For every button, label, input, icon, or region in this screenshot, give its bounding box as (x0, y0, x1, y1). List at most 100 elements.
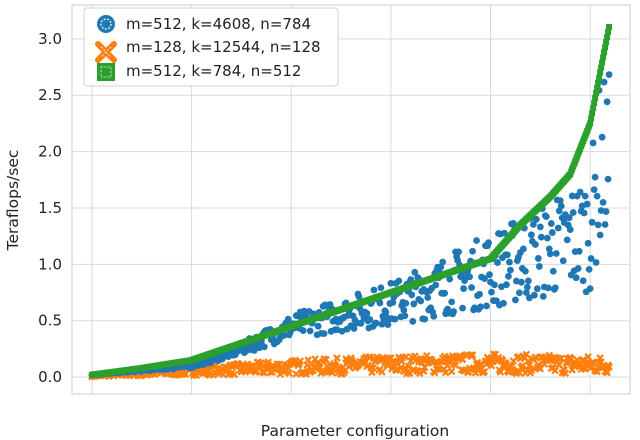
point-series-2 (285, 369, 293, 378)
point-series-2 (378, 368, 386, 376)
point-series-1 (519, 245, 527, 253)
point-series-1 (350, 325, 358, 332)
point-series-1 (592, 259, 600, 266)
point-series-1 (523, 283, 531, 291)
point-series-3 (600, 54, 607, 61)
point-series-1 (407, 276, 415, 283)
point-series-2 (451, 361, 460, 370)
point-series-1 (534, 255, 542, 262)
point-series-1 (468, 284, 475, 291)
point-series-1 (448, 298, 456, 306)
y-tick-label: 0.0 (38, 368, 62, 386)
point-series-1 (432, 281, 440, 289)
point-series-1 (602, 208, 610, 215)
y-tick-label: 1.5 (38, 199, 62, 217)
point-series-1 (551, 284, 559, 292)
legend-label-series-3: m=512, k=784, n=512 (126, 62, 301, 80)
point-series-1 (481, 275, 488, 282)
point-series-1 (548, 229, 556, 236)
point-series-1 (603, 98, 611, 106)
point-series-3 (595, 79, 602, 86)
point-series-1 (512, 296, 519, 304)
point-series-1 (466, 273, 473, 281)
point-series-3 (590, 105, 597, 112)
legend-marker-x-icon (95, 41, 117, 63)
point-series-1 (446, 275, 454, 283)
point-series-1 (395, 277, 403, 285)
point-series-1 (409, 317, 417, 325)
point-series-1 (391, 315, 399, 323)
point-series-1 (522, 289, 530, 296)
point-series-1 (320, 330, 328, 338)
point-series-1 (600, 78, 608, 86)
point-series-1 (521, 267, 529, 275)
point-series-3 (606, 23, 613, 30)
point-series-1 (533, 285, 541, 293)
point-series-1 (372, 319, 380, 327)
point-series-1 (588, 218, 596, 226)
point-series-2 (480, 367, 489, 376)
y-tick-label: 2.5 (38, 86, 62, 104)
point-series-1 (355, 293, 363, 301)
point-series-1 (554, 224, 562, 232)
point-series-2 (415, 369, 424, 378)
point-series-1 (546, 250, 554, 258)
point-series-1 (586, 285, 594, 293)
point-series-1 (549, 267, 557, 275)
point-series-1 (579, 277, 587, 285)
point-series-2 (515, 368, 524, 377)
point-series-1 (536, 223, 544, 231)
point-series-1 (552, 250, 560, 257)
point-series-1 (510, 219, 517, 227)
point-series-1 (507, 266, 514, 274)
point-series-1 (535, 263, 543, 270)
point-series-1 (576, 188, 584, 196)
point-series-1 (572, 274, 580, 282)
point-series-1 (590, 186, 598, 194)
point-series-2 (273, 360, 282, 368)
point-series-2 (561, 369, 570, 377)
point-series-1 (575, 247, 583, 255)
point-series-1 (400, 306, 408, 314)
point-series-1 (559, 257, 567, 265)
point-series-2 (230, 370, 239, 379)
y-axis-title: Teraflops/sec (4, 150, 22, 252)
point-series-1 (488, 288, 495, 296)
point-series-2 (303, 361, 311, 369)
point-series-1 (424, 294, 432, 301)
point-series-2 (296, 357, 304, 365)
point-series-3 (604, 34, 611, 41)
x-axis-title: Parameter configuration (261, 422, 449, 440)
point-series-1 (401, 312, 409, 320)
point-series-2 (603, 368, 611, 377)
point-series-1 (557, 202, 565, 210)
point-series-1 (515, 289, 523, 297)
y-tick-labels: 0.0 0.5 1.0 1.5 2.0 2.5 3.0 (38, 30, 62, 386)
point-series-1 (524, 277, 532, 285)
point-series-3 (591, 100, 598, 107)
point-series-1 (583, 200, 591, 208)
point-series-1 (580, 209, 588, 217)
point-series-1 (569, 209, 577, 216)
point-series-1 (584, 239, 592, 247)
point-series-2 (447, 367, 456, 376)
point-series-1 (587, 255, 595, 262)
point-series-3 (593, 89, 600, 96)
point-series-3 (599, 59, 606, 66)
point-series-1 (460, 285, 467, 292)
point-series-2 (605, 363, 613, 371)
point-series-1 (500, 299, 507, 307)
point-series-1 (501, 229, 508, 237)
point-series-1 (417, 297, 425, 305)
y-tick-label: 2.0 (38, 143, 62, 161)
point-series-3 (602, 44, 609, 51)
point-series-1 (530, 291, 538, 299)
point-series-1 (589, 139, 597, 147)
point-series-1 (527, 231, 535, 239)
point-series-2 (522, 350, 531, 359)
point-series-1 (408, 291, 416, 299)
point-series-2 (284, 364, 293, 373)
point-series-1 (556, 197, 564, 205)
data-points (88, 23, 613, 381)
point-series-1 (377, 284, 385, 292)
